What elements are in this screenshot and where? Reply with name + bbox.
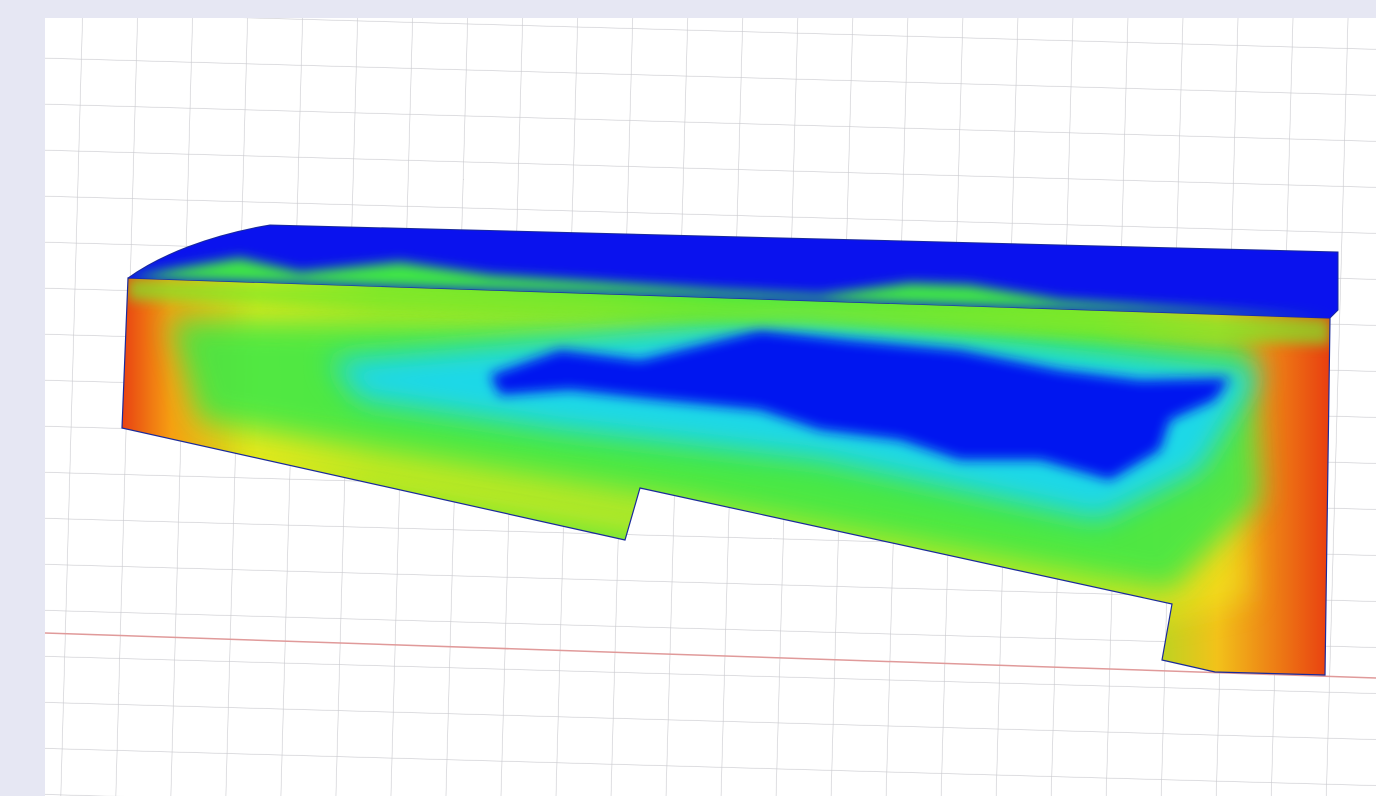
viewport	[0, 0, 1376, 796]
page: (() => { const data = JSON.parse(documen…	[0, 0, 1376, 796]
